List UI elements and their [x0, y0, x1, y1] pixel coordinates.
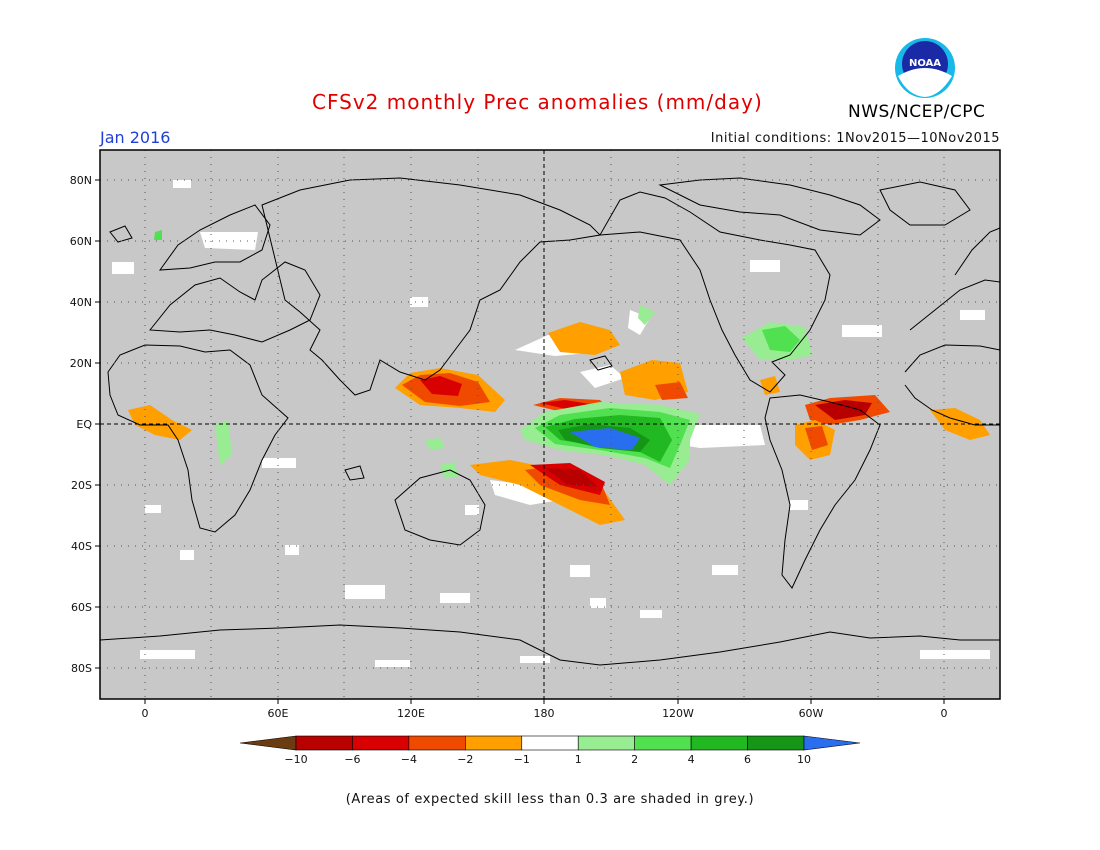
- colorbar-box: [747, 735, 805, 751]
- latitude-labels: 80N 60N 40N 20N EQ 20S 40S 60S 80S: [70, 174, 100, 675]
- colorbar-box: [408, 735, 466, 751]
- lon-label-180: 180: [534, 707, 555, 720]
- colorbar-arrow-high: [803, 735, 861, 751]
- lat-label-40s: 40S: [71, 540, 92, 553]
- colorbar-tick-label: −6: [344, 753, 360, 766]
- colorbar-box: [465, 735, 523, 751]
- noaa-logo: NOAA: [895, 38, 955, 98]
- colorbar-tick-label: −4: [401, 753, 417, 766]
- lat-label-20s: 20S: [71, 479, 92, 492]
- lon-label-60e: 60E: [268, 707, 289, 720]
- lat-label-60s: 60S: [71, 601, 92, 614]
- dry-anomaly-patches: [128, 322, 990, 525]
- colorbar-box: [521, 735, 579, 751]
- coastlines: [99, 177, 1001, 666]
- map-plot: [99, 149, 1001, 700]
- colorbar-box: [352, 735, 410, 751]
- colorbar-tick-label: 10: [797, 753, 811, 766]
- lat-label-40n: 40N: [70, 296, 92, 309]
- lon-label-0: 0: [142, 707, 149, 720]
- colorbar-tick-label: 1: [575, 753, 582, 766]
- lon-label-0-right: 0: [941, 707, 948, 720]
- colorbar: −10 −6 −4 −2 −1 1 2 4 6 10: [239, 735, 861, 766]
- colorbar-box: [634, 735, 692, 751]
- lat-label-20n: 20N: [70, 357, 92, 370]
- colorbar-box: [690, 735, 748, 751]
- colorbar-tick-label: 2: [631, 753, 638, 766]
- colorbar-box: [577, 735, 635, 751]
- agency-label: NWS/NCEP/CPC: [848, 102, 986, 122]
- map-title: CFSv2 monthly Prec anomalies (mm/day): [312, 90, 763, 114]
- skill-footnote: (Areas of expected skill less than 0.3 a…: [345, 792, 755, 807]
- colorbar-tick-label: −10: [284, 753, 307, 766]
- lat-label-60n: 60N: [70, 235, 92, 248]
- colorbar-box: [295, 735, 353, 751]
- colorbar-tick-label: 6: [744, 753, 751, 766]
- lon-label-120w: 120W: [662, 707, 694, 720]
- graticule: [100, 150, 1000, 699]
- colorbar-arrow-low: [239, 735, 297, 751]
- lat-label-eq: EQ: [76, 418, 92, 431]
- forecast-month: Jan 2016: [100, 128, 171, 147]
- colorbar-tick-label: −1: [514, 753, 530, 766]
- longitude-labels: 0 60E 120E 180 120W 60W 0: [142, 699, 948, 720]
- colorbar-tick-label: −2: [457, 753, 473, 766]
- noaa-logo-text: NOAA: [909, 58, 941, 69]
- wet-anomaly-patches: [154, 230, 812, 485]
- initial-conditions: Initial conditions: 1Nov2015—10Nov2015: [710, 131, 1000, 146]
- lat-label-80n: 80N: [70, 174, 92, 187]
- colorbar-tick-label: 4: [688, 753, 695, 766]
- lat-label-80s: 80S: [71, 662, 92, 675]
- lon-label-120e: 120E: [397, 707, 425, 720]
- lon-label-60w: 60W: [799, 707, 824, 720]
